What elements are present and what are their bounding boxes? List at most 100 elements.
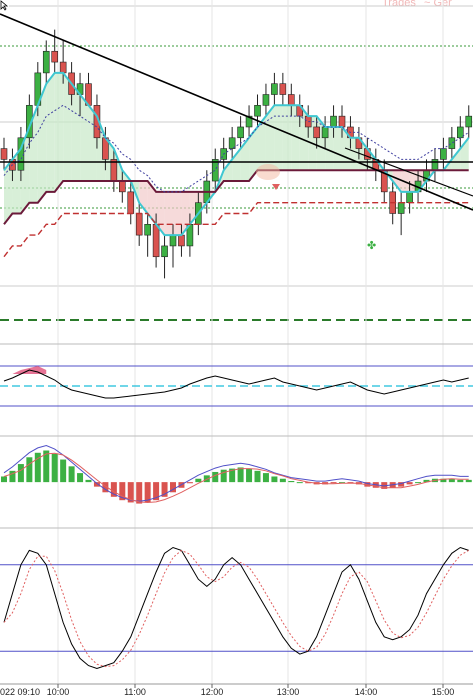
bear-cloud-segment xyxy=(401,170,410,192)
macd-line xyxy=(3,444,469,502)
dashed-average-line xyxy=(3,202,469,258)
bull-cloud-segment xyxy=(265,105,275,171)
bear-candle xyxy=(135,213,143,236)
bull-candle xyxy=(161,245,168,258)
bull-candle xyxy=(397,202,405,214)
macd-histogram-bar-positive xyxy=(17,464,24,483)
macd-histogram-bar-negative xyxy=(170,482,176,493)
bear-cloud-segment xyxy=(147,181,157,225)
macd-histogram-bar-negative xyxy=(186,482,193,484)
macd-histogram-bar-negative xyxy=(136,482,143,504)
bear-candle xyxy=(279,83,287,95)
macd-histogram-bar-positive xyxy=(262,473,269,483)
macd-histogram-bar-positive xyxy=(465,479,472,483)
bull-candle xyxy=(254,105,261,117)
macd-histogram-bar-negative xyxy=(110,482,117,497)
bull-candle xyxy=(245,115,253,128)
macd-histogram-bar-positive xyxy=(60,459,67,483)
bull-candle xyxy=(465,115,473,128)
bear-candle xyxy=(127,191,135,214)
x-tick-label: 13:00 xyxy=(277,687,300,697)
macd-histogram-bar-positive xyxy=(9,470,16,483)
buy-signal-clover-icon: ✤ xyxy=(367,239,376,252)
macd-histogram-bar-positive xyxy=(288,481,295,483)
macd-histogram-bar-positive xyxy=(26,457,33,483)
x-axis: 022 09:10 10:00 11:00 12:00 13:00 14:00 15:00 xyxy=(0,684,454,697)
bear-candle xyxy=(313,126,320,139)
bull-candle xyxy=(228,137,236,149)
bull-candle xyxy=(237,126,244,139)
macd-histogram-bar-positive xyxy=(415,482,422,484)
bull-cloud-segment xyxy=(451,148,461,171)
macd-histogram-bar-positive xyxy=(51,453,58,483)
macd-histogram-bar-positive xyxy=(68,466,75,483)
bull-candle xyxy=(330,115,337,128)
macd-histogram-bar-positive xyxy=(203,475,210,483)
bull-cloud-segment xyxy=(71,83,81,182)
bear-cloud-segment xyxy=(164,191,173,236)
bull-candle xyxy=(169,234,177,247)
macd-histogram-bar-negative xyxy=(93,482,100,487)
macd-histogram-bar-positive xyxy=(43,450,50,483)
macd-histogram-bar-positive xyxy=(246,468,253,483)
watermark: Trades xyxy=(382,0,416,9)
bear-candle xyxy=(152,223,160,258)
bull-candle xyxy=(440,148,447,160)
bull-candle xyxy=(262,94,270,106)
bear-candle xyxy=(59,61,67,74)
bull-cloud-segment xyxy=(223,159,233,182)
bull-candle xyxy=(271,83,278,95)
stochastic-k-line xyxy=(3,546,469,670)
bull-cloud-segment xyxy=(46,72,55,192)
x-tick-label: 10:00 xyxy=(47,687,70,697)
cursor-icon-glyph xyxy=(0,0,9,11)
bull-cloud-segment xyxy=(282,105,292,171)
macd-histogram-bar-positive xyxy=(440,478,447,483)
secondary-trend-line xyxy=(344,147,473,197)
stochastic-panel[interactable] xyxy=(0,546,473,670)
macd-histogram-bar-positive xyxy=(34,452,41,483)
highlight-zone xyxy=(256,164,280,180)
macd-histogram-bar-positive xyxy=(85,479,92,483)
macd-histogram-bar-positive xyxy=(195,478,202,483)
rsi-panel[interactable] xyxy=(0,365,473,407)
sell-signal-arrow-icon xyxy=(272,184,280,190)
price-panel[interactable]: ✤ xyxy=(0,0,473,684)
macd-histogram-bar-positive xyxy=(1,476,7,483)
rsi-line xyxy=(3,369,469,399)
macd-histogram-bar-negative xyxy=(119,482,126,501)
macd-histogram-bar-positive xyxy=(229,468,236,483)
macd-histogram-bar-negative xyxy=(305,482,312,484)
bull-candle xyxy=(448,137,456,149)
macd-histogram-bar-positive xyxy=(77,473,84,483)
macd-histogram-bar-positive xyxy=(457,479,464,483)
bull-candle xyxy=(406,191,413,203)
macd-histogram-bar-negative xyxy=(364,482,371,487)
bull-cloud-segment xyxy=(80,94,89,182)
macd-histogram-bar-negative xyxy=(322,482,329,485)
macd-histogram-bar-positive xyxy=(220,469,227,483)
macd-histogram-bar-positive xyxy=(237,467,244,483)
macd-histogram-bar-negative xyxy=(161,482,168,497)
x-tick-label: 11:00 xyxy=(124,687,146,697)
macd-histogram-bar-negative xyxy=(330,482,337,484)
macd-histogram-bar-positive xyxy=(271,476,278,483)
fast-moving-average-line xyxy=(3,71,470,237)
bear-candle xyxy=(51,50,59,63)
macd-histogram-bar-positive xyxy=(339,482,345,484)
macd-histogram-bar-positive xyxy=(212,471,219,483)
bull-candle xyxy=(144,223,151,236)
macd-histogram-bar-positive xyxy=(254,470,261,483)
bear-candle xyxy=(119,180,126,193)
macd-histogram-bar-positive xyxy=(448,478,455,483)
bear-candle xyxy=(178,234,185,247)
macd-histogram-bar-positive xyxy=(279,478,286,483)
bull-cloud-segment xyxy=(257,116,266,171)
dotted-average-line xyxy=(3,104,469,193)
bull-cloud-segment xyxy=(54,72,64,192)
bull-cloud-segment xyxy=(291,105,300,171)
macd-panel[interactable] xyxy=(1,444,472,504)
macd-signal-line xyxy=(3,452,469,504)
bull-cloud-segment xyxy=(333,126,342,171)
